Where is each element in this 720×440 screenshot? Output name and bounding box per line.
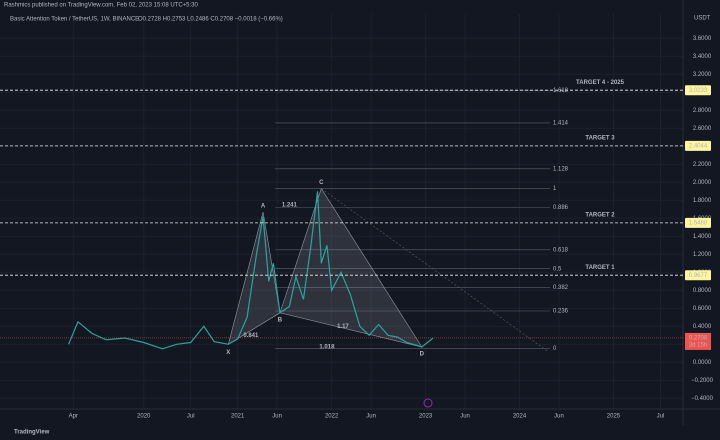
y-tick-label: 1.8000 — [693, 198, 712, 204]
x-tick-label: Jun — [366, 414, 376, 420]
fib-label: 1.414 — [553, 120, 569, 126]
y-tick-label: −0.4000 — [691, 396, 714, 402]
fib-label: 1.618 — [553, 88, 569, 94]
y-tick-label: 0.6000 — [693, 306, 712, 312]
target-name: TARGET 3 — [585, 135, 615, 141]
y-tick-label: 1.2000 — [693, 252, 712, 258]
target-name: TARGET 1 — [585, 265, 615, 271]
footer: TradingView — [14, 430, 50, 436]
ratio-label: 1.018 — [319, 345, 335, 351]
fib-label: 1.128 — [553, 166, 569, 172]
last-price: 0.2708 — [689, 336, 708, 342]
countdown: 3d 15h — [689, 343, 707, 349]
target-value: 2.4044 — [689, 143, 708, 149]
y-tick-label: 1.4000 — [693, 234, 712, 240]
ratio-label: 1.241 — [282, 202, 298, 208]
pattern-label: C — [319, 180, 324, 186]
x-tick-label: 2025 — [607, 414, 621, 420]
y-tick-label: 0.0000 — [693, 360, 712, 366]
y-tick-label: 2.0000 — [693, 180, 712, 186]
target-tag — [685, 140, 711, 151]
ohlc: O0.2728 H0.2753 L0.2486 C0.2708 −0.0018 … — [138, 17, 283, 23]
target-tag — [685, 85, 711, 96]
pattern-bcd — [279, 187, 423, 348]
target-value: 0.9677 — [689, 273, 708, 279]
pattern-label: D — [420, 352, 425, 358]
header: Rashmics published on TradingView.com, F… — [4, 3, 199, 9]
target-value: 1.5488 — [689, 220, 708, 226]
x-tick-label: 2022 — [325, 414, 339, 420]
y-tick-label: 0.8000 — [693, 288, 712, 294]
target-name: TARGET 4 - 2025 — [576, 80, 625, 86]
price-line — [68, 191, 434, 350]
title: Basic Attention Token / TetherUS, 1W, BI… — [10, 17, 139, 23]
x-tick-label: 2023 — [419, 414, 433, 420]
pattern-label: B — [278, 317, 283, 323]
ratio-label: 0.841 — [243, 333, 259, 339]
x-tick-label: 2024 — [513, 414, 527, 420]
x-tick-label: Jul — [187, 414, 195, 420]
y-tick-label: 2.6000 — [693, 126, 712, 132]
pattern-label: A — [261, 204, 266, 210]
target-name: TARGET 2 — [585, 212, 615, 218]
fib-label: 0.236 — [553, 309, 569, 315]
y-tick-label: −0.2000 — [691, 378, 714, 384]
pattern-xab — [227, 211, 281, 345]
x-tick-label: 2020 — [137, 414, 151, 420]
fib-label: 0 — [553, 346, 557, 352]
y-tick-label: 3.6000 — [693, 36, 712, 42]
ratio-label: 1.17 — [337, 324, 349, 330]
x-tick-label: Apr — [69, 414, 78, 420]
fib-label: 1 — [553, 186, 557, 192]
footer-bar — [0, 425, 720, 440]
x-tick-label: Jul — [657, 414, 665, 420]
pattern-label: X — [226, 350, 230, 356]
y-tick-label: 3.2000 — [693, 72, 712, 78]
logo-dot — [423, 398, 433, 408]
target-value: 3.0233 — [689, 88, 708, 94]
currency: USDT — [694, 16, 711, 22]
y-tick-label: 2.8000 — [693, 108, 712, 114]
fib-label: 0.618 — [553, 247, 569, 253]
y-tick-label: 2.2000 — [693, 162, 712, 168]
target-tag — [685, 217, 711, 228]
y-tick-label: 0.4000 — [693, 324, 712, 330]
x-tick-label: Jun — [460, 414, 470, 420]
y-tick-label: 3.4000 — [693, 54, 712, 60]
fib-label: 0.5 — [553, 266, 562, 272]
fib-label: 0.382 — [553, 285, 569, 291]
last-price-tag — [685, 332, 711, 350]
target-tag — [685, 270, 711, 281]
trend-line — [321, 188, 549, 352]
x-tick-label: Jun — [554, 414, 564, 420]
x-tick-label: Jun — [272, 414, 282, 420]
fib-label: 0.886 — [553, 205, 569, 211]
x-tick-label: 2021 — [231, 414, 245, 420]
